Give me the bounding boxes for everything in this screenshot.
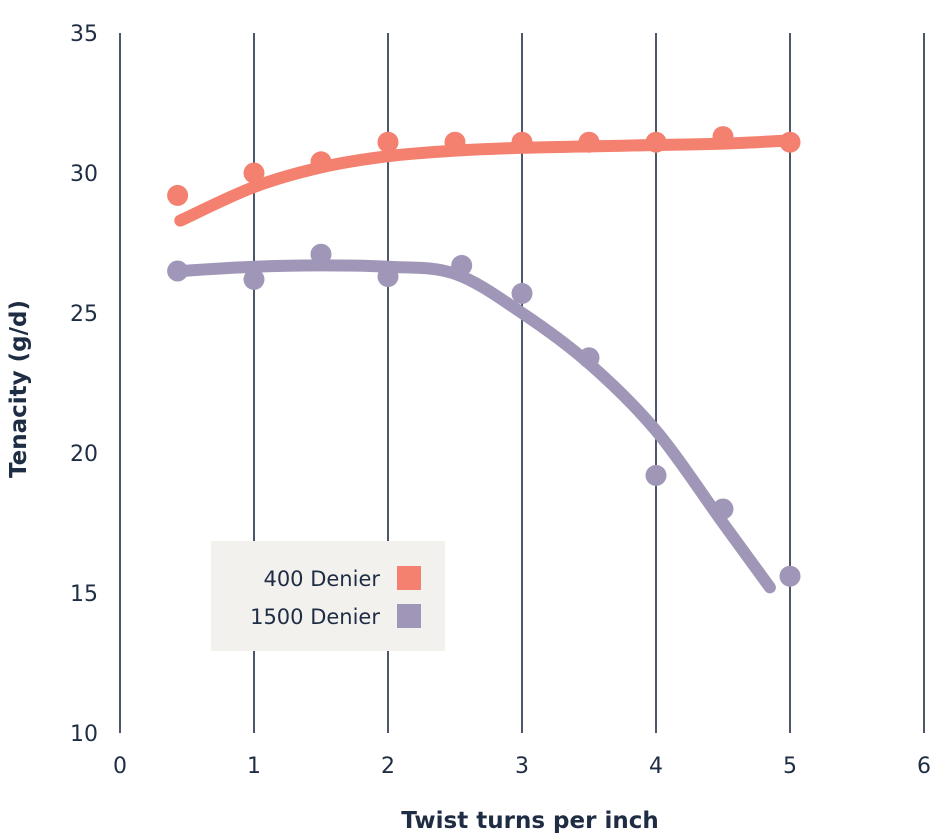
legend-box [211, 541, 445, 651]
series-0 [167, 126, 801, 227]
x-axis-title: Twist turns per inch [401, 808, 658, 834]
data-point [167, 260, 189, 282]
legend-label: 1500 Denier [250, 605, 380, 629]
data-point [243, 162, 265, 184]
y-tick-label: 30 [70, 162, 98, 187]
data-point [377, 131, 399, 153]
data-point [511, 282, 533, 304]
data-point [712, 126, 734, 148]
data-point [377, 266, 399, 288]
legend-swatch [397, 604, 421, 628]
legend: 400 Denier 1500 Denier [211, 541, 445, 651]
data-point [779, 565, 801, 587]
x-tick-label: 0 [113, 754, 127, 779]
y-tick-label: 15 [70, 582, 98, 607]
x-tick-label: 1 [247, 754, 261, 779]
y-tick-label: 20 [70, 442, 98, 467]
data-point [511, 131, 533, 153]
data-point [243, 268, 265, 290]
trend-line [174, 259, 776, 594]
data-point [712, 498, 734, 520]
data-point [779, 131, 801, 153]
data-point [310, 151, 332, 173]
y-axis-title: Tenacity (g/d) [6, 300, 32, 478]
series-layer [167, 126, 801, 594]
data-point [444, 131, 466, 153]
data-point [578, 131, 600, 153]
y-tick-label: 25 [70, 302, 98, 327]
legend-label: 400 Denier [263, 567, 380, 591]
x-tick-label: 6 [917, 754, 931, 779]
x-tick-label: 3 [515, 754, 529, 779]
legend-swatch [397, 566, 421, 590]
trend-line [174, 134, 790, 227]
series-1 [167, 243, 801, 594]
data-point [578, 347, 600, 369]
x-tick-label: 2 [381, 754, 395, 779]
x-tick-labels: 0 1 2 3 4 5 6 [113, 754, 931, 779]
y-tick-label: 35 [70, 22, 98, 47]
y-tick-labels: 10 15 20 25 30 35 [70, 22, 98, 747]
x-tick-label: 4 [649, 754, 663, 779]
data-point [645, 464, 667, 486]
data-point [310, 243, 332, 265]
data-point [167, 184, 189, 206]
data-point [451, 254, 473, 276]
y-tick-label: 10 [70, 722, 98, 747]
data-point [645, 131, 667, 153]
x-tick-label: 5 [783, 754, 797, 779]
